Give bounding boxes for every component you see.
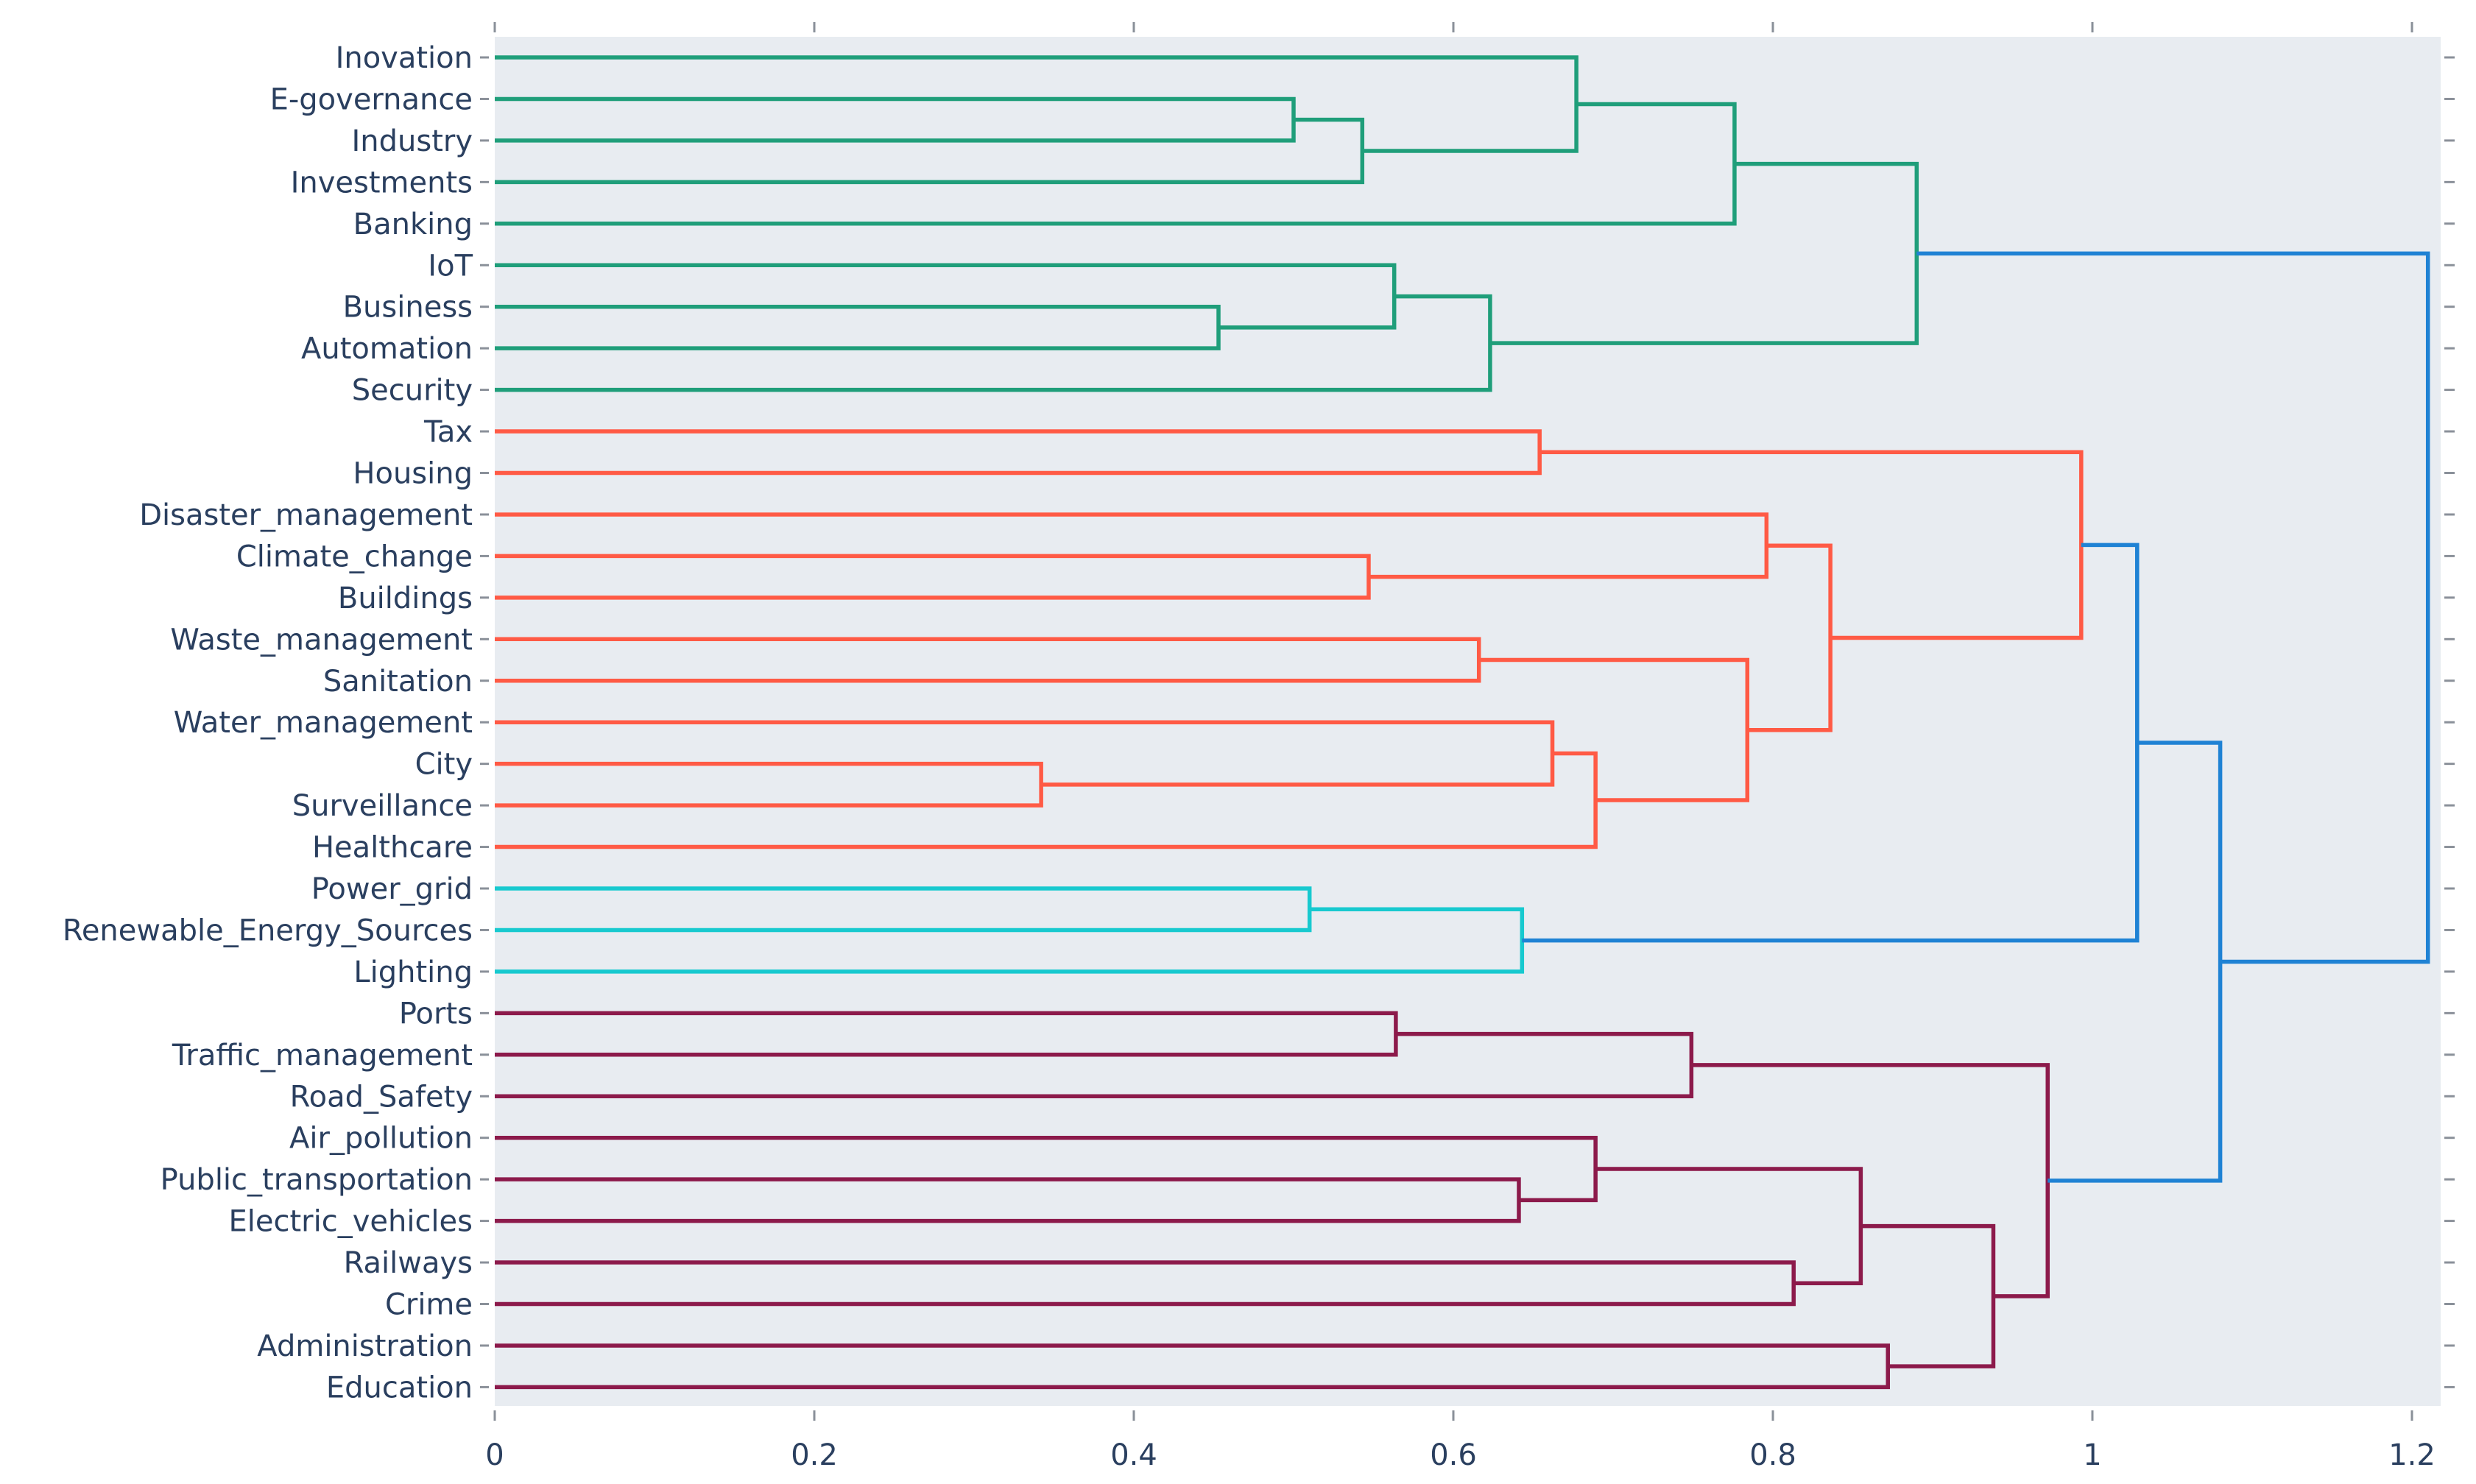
leaf-label: City (415, 748, 473, 782)
x-tick-label: 0.8 (1749, 1438, 1796, 1472)
leaf-label: Railways (344, 1246, 473, 1280)
x-tick-label: 0.6 (1430, 1438, 1477, 1472)
leaf-label: E-governance (270, 82, 473, 116)
leaf-label: Public_transportation (161, 1163, 473, 1197)
leaf-label: Business (343, 291, 473, 325)
leaf-label: Traffic_management (172, 1039, 473, 1073)
leaf-label: Power_grid (311, 872, 473, 906)
leaf-label: Renewable_Energy_Sources (63, 914, 473, 947)
x-tick-label: 0.4 (1110, 1438, 1157, 1472)
leaf-label: Sanitation (323, 665, 473, 699)
leaf-label: Electric_vehicles (228, 1205, 473, 1239)
leaf-label: Water_management (174, 706, 473, 740)
leaf-label: Climate_change (236, 540, 473, 573)
leaf-label: Industry (351, 124, 473, 158)
leaf-label: Healthcare (312, 831, 473, 865)
leaf-label: Investments (291, 166, 473, 199)
leaf-label: Ports (399, 997, 473, 1031)
leaf-label: Crime (385, 1288, 473, 1322)
leaf-label: Automation (301, 332, 473, 366)
axis-ticks: 0 0.2 0.4 0.6 0.8 1 1.2 (480, 22, 2455, 1472)
leaf-label: Inovation (336, 41, 473, 75)
leaf-label: Disaster_management (139, 498, 473, 532)
leaf-label: Banking (353, 208, 473, 241)
x-tick-label: 1.2 (2388, 1438, 2436, 1472)
leaf-label: IoT (428, 249, 473, 283)
leaf-label: Security (352, 374, 473, 408)
leaf-label: Surveillance (292, 789, 473, 823)
leaf-labels: Inovation E-governance Industry Investments… (63, 41, 473, 1404)
x-tick-label: 0.2 (791, 1438, 838, 1472)
dendrogram-links (495, 55, 2430, 1390)
leaf-label: Road_Safety (290, 1080, 473, 1114)
leaf-label: Tax (423, 415, 473, 449)
leaf-label: Education (326, 1371, 473, 1404)
leaf-label: Administration (257, 1329, 473, 1363)
x-tick-label: 1 (2083, 1438, 2101, 1472)
leaf-label: Waste_management (170, 623, 473, 657)
leaf-label: Air_pollution (289, 1122, 473, 1156)
leaf-label: Housing (353, 457, 473, 491)
dendrogram-link-m32 (1916, 251, 2430, 964)
leaf-label: Buildings (338, 582, 473, 615)
leaf-label: Lighting (353, 955, 473, 989)
x-tick-label: 0 (485, 1438, 504, 1472)
